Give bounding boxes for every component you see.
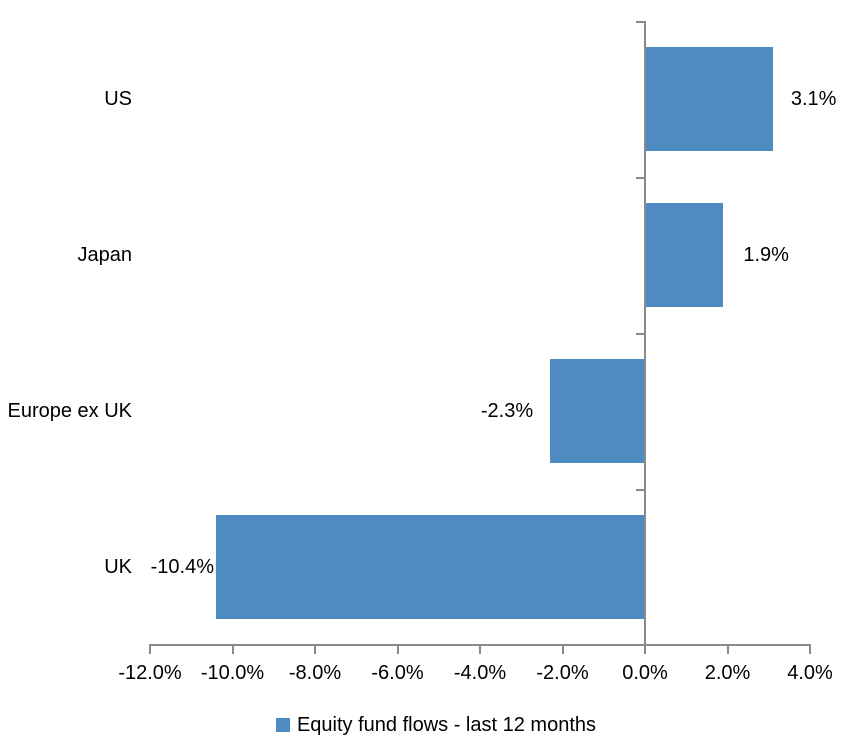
x-axis-tick: [644, 646, 646, 654]
x-axis-tick: [561, 646, 564, 654]
x-axis-line: [149, 644, 811, 646]
category-tick: [636, 21, 644, 23]
category-label: Japan: [77, 244, 133, 266]
x-tick-label: -10.0%: [200, 662, 265, 684]
bar-value-label: -10.4%: [150, 556, 214, 578]
x-axis-tick: [479, 646, 481, 654]
bar: [550, 359, 645, 463]
legend-swatch: [275, 718, 290, 732]
x-tick-label: 0.0%: [622, 662, 668, 684]
category-label: UK: [104, 556, 132, 578]
category-tick: [636, 177, 644, 179]
category-tick: [636, 489, 644, 491]
bar: [216, 515, 645, 619]
x-tick-label: -4.0%: [453, 662, 507, 684]
x-tick-label: -2.0%: [536, 662, 589, 684]
bar: [645, 203, 724, 307]
legend-label: Equity fund flows - last 12 months: [296, 713, 597, 736]
x-axis-tick: [396, 646, 399, 654]
x-axis-tick: [149, 646, 151, 654]
y-axis-line: [644, 21, 646, 646]
x-tick-label: 4.0%: [787, 662, 833, 684]
x-tick-label: -6.0%: [371, 662, 424, 684]
category-tick: [636, 333, 644, 335]
category-label: US: [104, 88, 132, 110]
bar-value-label: 3.1%: [790, 88, 837, 110]
x-axis-tick: [726, 646, 729, 654]
x-tick-label: -8.0%: [288, 662, 342, 684]
x-axis-tick: [314, 646, 316, 654]
x-tick-label: -12.0%: [118, 662, 182, 684]
category-label: Europe ex UK: [7, 400, 132, 422]
bar-value-label: 1.9%: [743, 244, 789, 266]
bar-value-label: -2.3%: [480, 400, 534, 422]
x-tick-label: 2.0%: [704, 662, 751, 684]
x-axis-tick: [231, 646, 234, 654]
bar: [645, 47, 773, 151]
legend: Equity fund flows - last 12 months: [0, 713, 852, 737]
x-axis-tick: [809, 646, 811, 654]
